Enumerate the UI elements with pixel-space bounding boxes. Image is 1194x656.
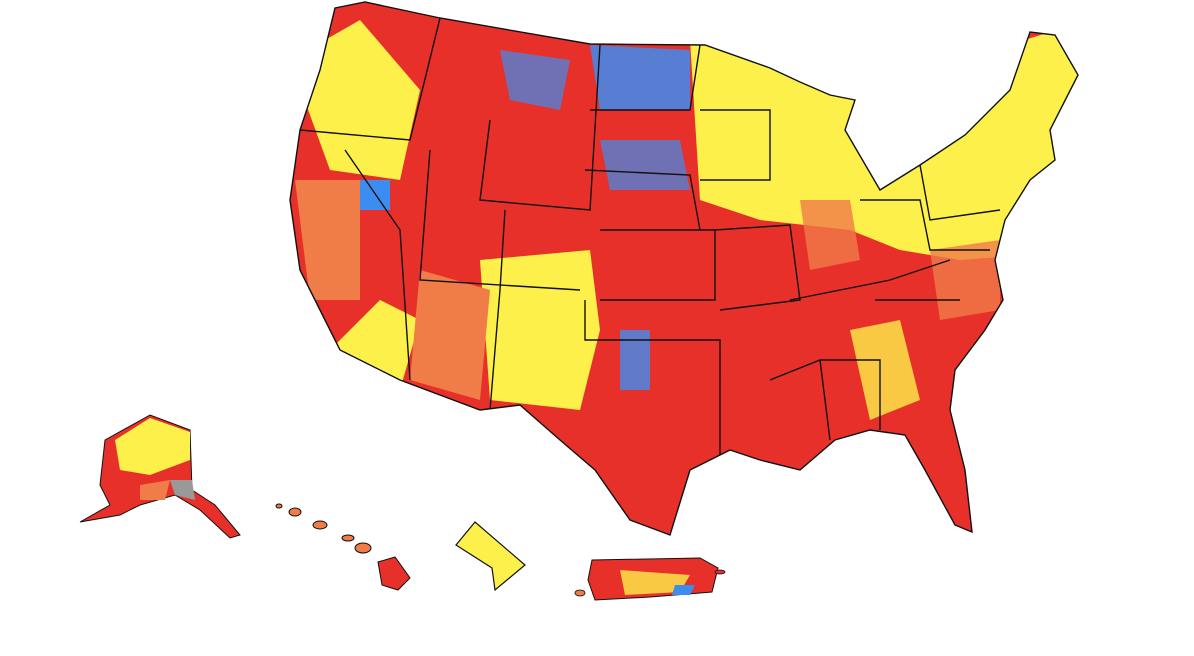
region-fill (140, 480, 170, 500)
region-fill (590, 45, 690, 110)
region-fill (500, 50, 570, 110)
island (574, 589, 586, 597)
region-fill (330, 300, 420, 390)
region-fill (930, 240, 1000, 320)
region-fill (295, 180, 360, 300)
region-fill (170, 480, 195, 500)
island (714, 569, 726, 575)
state-borders (299, 17, 1001, 460)
dc-inset (455, 521, 526, 592)
hawaii (275, 503, 411, 591)
region-fill (600, 140, 690, 190)
region-fill (115, 418, 190, 475)
region-fill (620, 570, 690, 595)
region-fill (410, 270, 490, 400)
mainland (290, 2, 1078, 535)
region-fill (620, 330, 650, 390)
mainland-outline (289, 1, 1079, 536)
region-fill (800, 200, 860, 270)
region-fill (480, 250, 600, 410)
region-fill (360, 180, 390, 210)
region-fill (850, 320, 920, 420)
region-fill (672, 585, 695, 595)
